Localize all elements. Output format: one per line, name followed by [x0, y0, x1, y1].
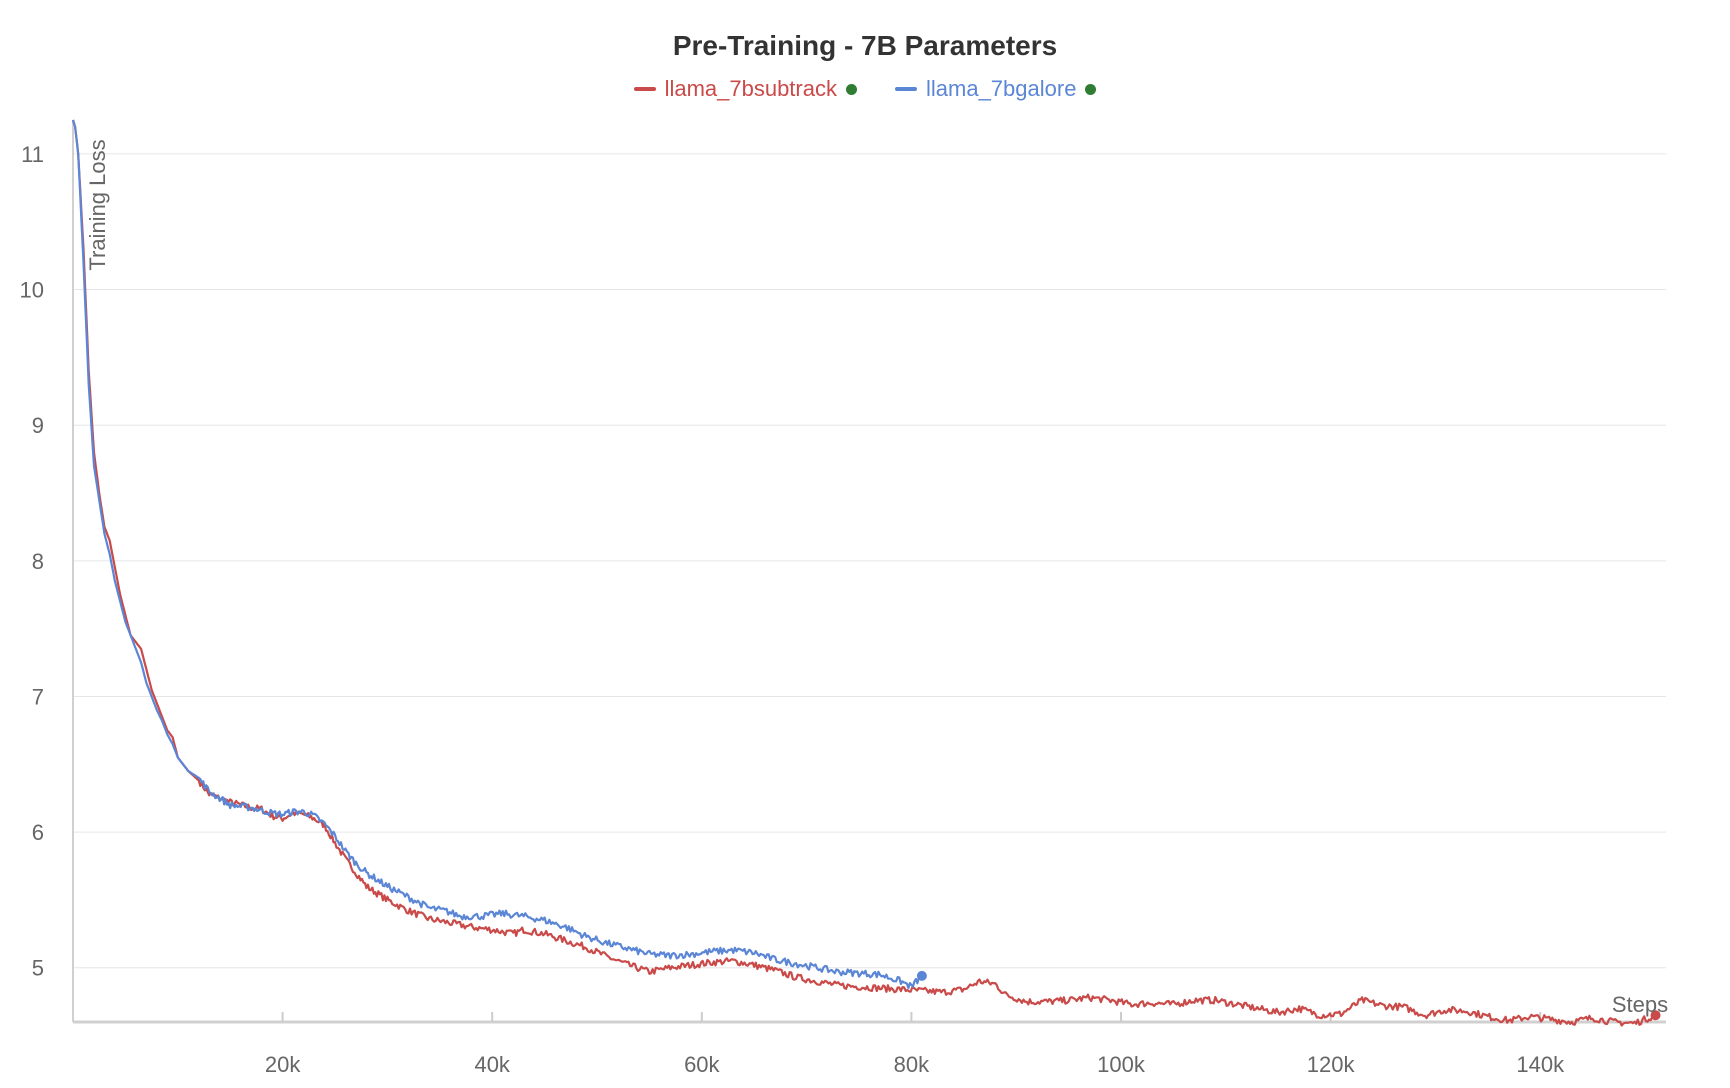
legend-swatch-llama-7bgalore — [895, 87, 917, 91]
series-end-point-llama-7bgalore[interactable] — [916, 970, 927, 981]
x-axis-label: Steps — [1612, 992, 1668, 1017]
legend-swatch-llama-7bsubtrack — [633, 87, 656, 91]
gridlines — [73, 153, 1666, 969]
series-lines — [71, 119, 1661, 1027]
x-tick-label: 60k — [684, 1052, 720, 1077]
legend-item-llama-7bsubtrack[interactable]: llama_7bsubtrack — [633, 76, 857, 102]
series-end-point-llama-7bsubtrack[interactable] — [1650, 1010, 1661, 1021]
run-status-dot-icon — [1085, 83, 1097, 95]
y-tick-label: 8 — [32, 549, 44, 574]
legend: llama_7bsubtrack llama_7bgalore — [0, 76, 1730, 102]
legend-label-llama-7bsubtrack: llama_7bsubtrack — [664, 76, 837, 101]
y-tick-label: 9 — [32, 413, 44, 438]
y-tick-label: 10 — [20, 278, 44, 303]
legend-label-llama-7bgalore: llama_7bgalore — [926, 76, 1077, 101]
y-axis-label: Training Loss — [85, 139, 110, 270]
y-tick-label: 11 — [21, 142, 44, 167]
x-tick-label: 80k — [894, 1052, 930, 1077]
run-status-dot-icon — [846, 83, 857, 95]
x-tick-label: 120k — [1307, 1052, 1356, 1077]
y-tick-label: 5 — [32, 956, 44, 981]
y-tick-label: 7 — [32, 684, 44, 709]
y-tick-label: 6 — [32, 820, 44, 845]
x-tick-label: 20k — [265, 1052, 301, 1077]
x-tick-label: 140k — [1516, 1052, 1565, 1077]
x-tick-label: 40k — [474, 1052, 510, 1077]
series-line-llama-7bsubtrack[interactable] — [71, 119, 1656, 1027]
series-line-llama-7bgalore[interactable] — [71, 119, 923, 990]
axes: 5 6 7 8 9 10 11 20k 40k 60k 80k 100k 120k 140k — [20, 120, 1666, 1077]
chart-title: Pre-Training - 7B Parameters — [672, 30, 1058, 61]
legend-item-llama-7bgalore[interactable]: llama_7bgalore — [895, 76, 1097, 102]
x-tick-label: 100k — [1097, 1052, 1146, 1077]
